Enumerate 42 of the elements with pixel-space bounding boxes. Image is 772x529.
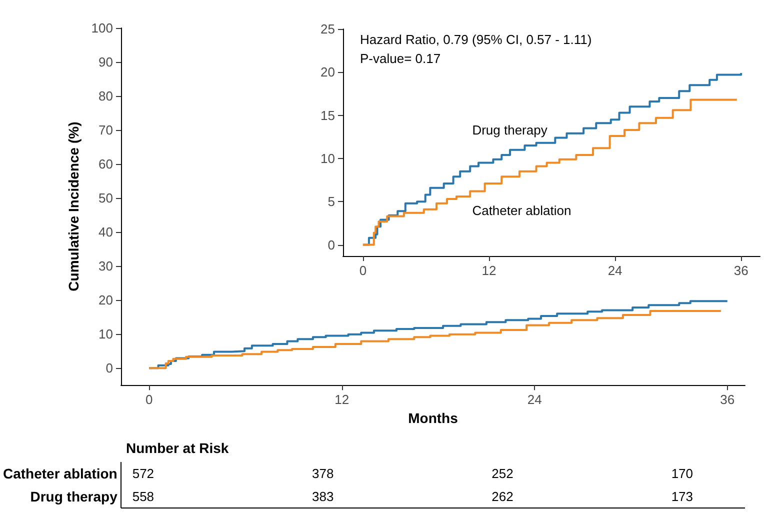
series-label: Drug therapy [472, 122, 548, 138]
y-tick-label: Catheter ablation [2, 466, 118, 482]
y-tick-label: 30 [98, 258, 113, 274]
y-tick-label: 100 [91, 20, 113, 36]
data-label: 572 [132, 466, 154, 481]
x-tick-label: 36 [734, 263, 748, 278]
y-tick-label: 15 [320, 108, 335, 123]
y-tick-label: 10 [320, 150, 335, 166]
data-label: 173 [671, 489, 694, 504]
x-tick-label: 0 [145, 392, 153, 408]
y-tick-label: 10 [98, 326, 113, 342]
y-tick-label: 0 [106, 360, 113, 376]
y-tick-label: 20 [320, 64, 335, 80]
x-tick-label: 36 [720, 392, 735, 408]
y-tick-label: 5 [328, 194, 335, 210]
y-tick-label: 0 [328, 237, 335, 252]
x-axis-title: Months [408, 410, 458, 426]
x-tick-label: 12 [334, 392, 350, 408]
y-tick-label: 60 [98, 156, 113, 172]
y-tick-label: 80 [98, 88, 113, 104]
data-label: 252 [492, 466, 514, 481]
x-tick-label: 0 [359, 263, 367, 278]
y-tick-label: 50 [98, 190, 113, 206]
y-tick-label: 70 [98, 122, 113, 138]
data-label: 558 [132, 489, 154, 504]
data-label: 262 [492, 489, 514, 504]
annotation: Hazard Ratio, 0.79 (95% CI, 0.57 - 1.11) [360, 32, 592, 47]
series-label: Catheter ablation [472, 202, 572, 218]
y-axis-title: Cumulative Incidence (%) [65, 122, 82, 292]
y-tick-label: 40 [98, 224, 113, 240]
annotation: P-value= 0.17 [360, 51, 441, 66]
chart-title: Number at Risk [126, 440, 229, 456]
y-tick-label: 90 [98, 54, 113, 70]
x-tick-label: 24 [527, 392, 542, 408]
data-label: 170 [671, 466, 694, 481]
y-tick-label: 20 [98, 292, 113, 308]
x-tick-label: 24 [608, 263, 622, 278]
data-label: 383 [312, 489, 334, 504]
x-tick-label: 12 [482, 263, 496, 278]
y-tick-label: 25 [320, 22, 335, 36]
y-tick-label: Drug therapy [30, 488, 118, 504]
data-label: 378 [312, 466, 334, 481]
